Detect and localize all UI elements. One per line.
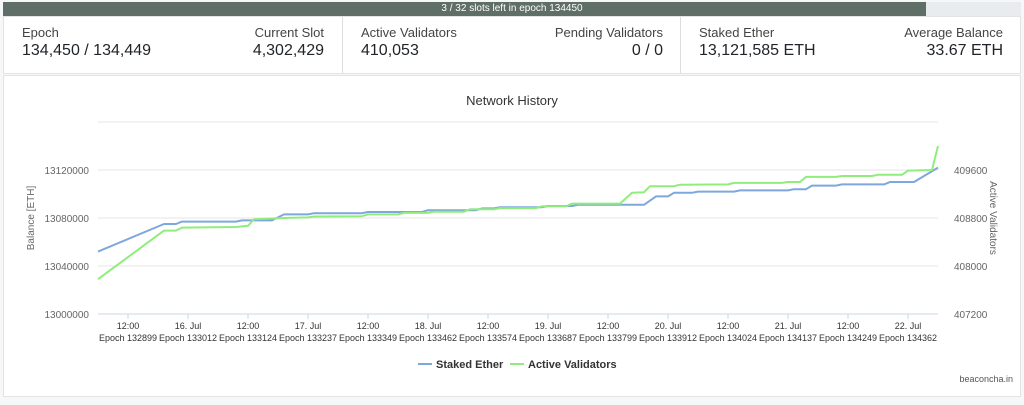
active-validators-value: 410,053 [361,42,419,59]
x-tick-epoch: Epoch 134362 [879,333,937,343]
credits-link[interactable]: beaconcha.in [959,374,1013,384]
legend-label-active-validators: Active Validators [528,359,617,371]
y-tick-right: 409600 [954,166,988,177]
x-tick-label: 20. Jul [655,321,682,331]
grid [98,121,938,315]
current-slot-label: Current Slot [254,25,324,40]
x-tick-epoch: Epoch 134249 [819,333,877,343]
x-tick-epoch: Epoch 133124 [219,333,277,343]
legend-item-active-validators[interactable]: Active Validators [510,359,617,371]
staked-ether-label: Staked Ether [699,25,775,40]
epoch-progress-bar: 3 / 32 slots left in epoch 134450 [3,2,1021,16]
x-tick-label: 16. Jul [175,321,202,331]
x-tick-epoch: Epoch 132899 [99,333,157,343]
staked-ether-value: 13,121,585 ETH [699,42,816,59]
epoch-slot-group: Epoch 134,450 / 134,449 Current Slot 4,3… [4,17,342,73]
legend: Staked Ether Active Validators [418,359,617,371]
y-tick-left: 13080000 [45,214,90,225]
y-tick-left: 13120000 [45,166,90,177]
active-validators-label: Active Validators [361,25,457,40]
current-slot-value[interactable]: 4,302,429 [252,42,324,59]
x-tick-epoch: Epoch 133799 [579,333,637,343]
network-history-card: Network History Balance [ETH] Active Val… [3,75,1021,397]
pending-validators-value: 0 / 0 [631,42,663,59]
x-tick-label: 19. Jul [535,321,562,331]
x-tick-label: 12:00 [597,321,620,331]
x-tick-epoch: Epoch 134024 [699,333,757,343]
y-tick-right: 407200 [954,310,988,321]
y-axis-left-label: Balance [ETH] [26,186,37,251]
x-tick-label: 21. Jul [775,321,802,331]
x-tick-label: 12:00 [357,321,380,331]
x-tick-epoch: Epoch 133237 [279,333,337,343]
x-tick-epoch: Epoch 133687 [519,333,577,343]
ether-group: Staked Ether 13,121,585 ETH Average Bala… [680,17,1021,73]
pending-validators-label: Pending Validators [554,25,663,40]
plot-area[interactable] [97,145,939,281]
x-tick-label: 18. Jul [415,321,442,331]
y-tick-right: 408000 [954,262,988,273]
epoch-progress-text: 3 / 32 slots left in epoch 134450 [441,3,583,14]
y-tick-left: 13040000 [45,262,90,273]
epoch-label: Epoch [22,25,59,40]
x-tick-label: 17. Jul [295,321,322,331]
x-tick-epoch: Epoch 133349 [339,333,397,343]
epoch-progress-fill [3,2,926,16]
average-balance-label: Average Balance [904,25,1003,40]
x-tick-label: 22. Jul [895,321,922,331]
x-tick-label: 12:00 [837,321,860,331]
y-axis-left: 13000000 13040000 13080000 13120000 [45,166,90,321]
chart-title: Network History [466,93,558,108]
y-tick-left: 13000000 [45,310,90,321]
x-tick-epoch: Epoch 133012 [159,333,217,343]
series-line-active-validators [97,145,939,281]
validators-group: Active Validators 410,053 Pending Valida… [342,17,681,73]
y-axis-right: 407200 408000 408800 409600 [954,166,988,321]
x-tick-epoch: Epoch 133462 [399,333,457,343]
x-tick-label: 12:00 [117,321,140,331]
x-tick-epoch: Epoch 133912 [639,333,697,343]
y-tick-right: 408800 [954,214,988,225]
average-balance-value: 33.67 ETH [926,42,1003,59]
stats-panel: Epoch 134,450 / 134,449 Current Slot 4,3… [3,16,1021,74]
network-history-chart: Network History Balance [ETH] Active Val… [26,93,1013,384]
x-axis: 12:00 Epoch 132899 16. Jul Epoch 133012 12:0… [98,313,938,343]
x-tick-label: 12:00 [717,321,740,331]
epoch-value[interactable]: 134,450 / 134,449 [22,42,152,59]
legend-item-staked-ether[interactable]: Staked Ether [418,359,504,371]
series-line-staked-ether [97,166,939,253]
y-axis-right-label: Active Validators [987,181,998,255]
x-tick-label: 12:00 [237,321,260,331]
x-tick-label: 12:00 [477,321,500,331]
legend-label-staked-ether: Staked Ether [436,359,504,371]
x-tick-epoch: Epoch 134137 [759,333,817,343]
x-tick-epoch: Epoch 133574 [459,333,517,343]
